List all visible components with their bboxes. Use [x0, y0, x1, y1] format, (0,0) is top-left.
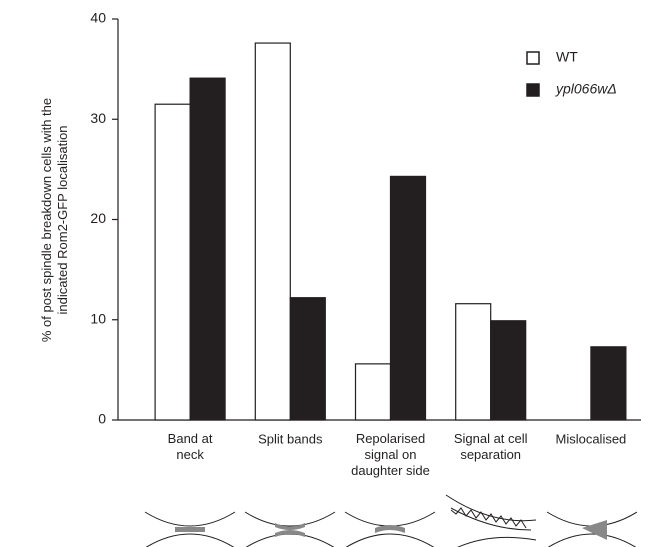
- legend-label: WT: [556, 49, 578, 65]
- bar: [456, 304, 491, 420]
- bar: [290, 298, 325, 420]
- bar: [356, 364, 391, 420]
- bar: [391, 176, 426, 420]
- bar: [155, 104, 190, 420]
- bar: [190, 78, 225, 420]
- y-tick-label: 10: [90, 310, 106, 326]
- x-tick-label: Split bands: [258, 431, 323, 446]
- bar: [491, 321, 526, 420]
- chart: % of post spindle breakdown cells with t…: [0, 0, 663, 547]
- legend-swatch: [527, 84, 539, 96]
- cell-illustrations: [145, 495, 637, 547]
- bar: [591, 347, 626, 420]
- y-tick-label: 40: [90, 10, 106, 26]
- y-tick-label: 0: [98, 411, 106, 427]
- y-tick-label: 20: [90, 210, 106, 226]
- y-tick-label: 30: [90, 110, 106, 126]
- legend-label: ypl066wΔ: [555, 81, 617, 97]
- x-tick-label: Mislocalised: [555, 431, 626, 446]
- y-axis-label: % of post spindle breakdown cells with t…: [39, 98, 70, 342]
- legend-swatch: [527, 52, 539, 64]
- bar: [255, 43, 290, 420]
